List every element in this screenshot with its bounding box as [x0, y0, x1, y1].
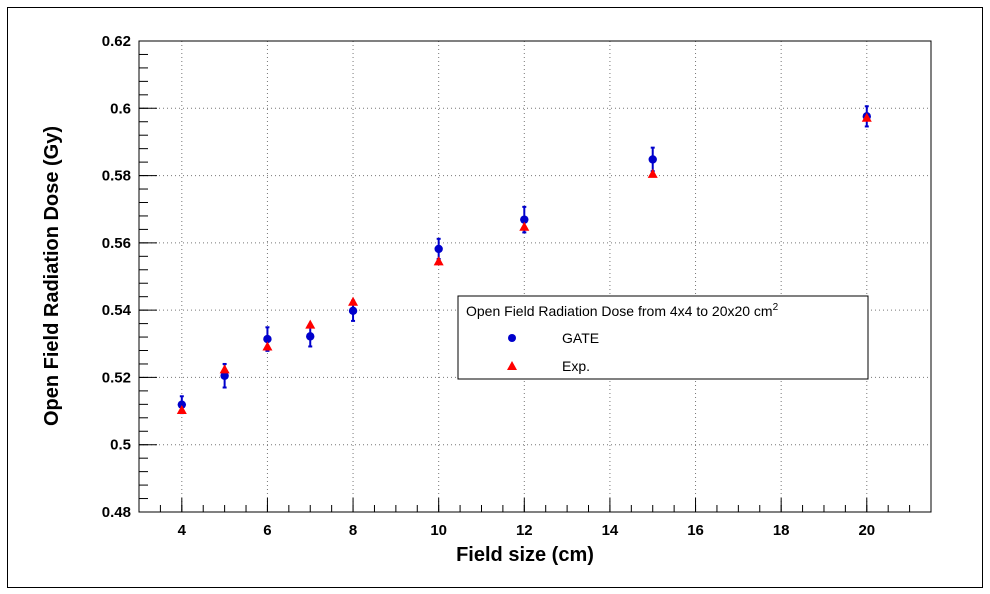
exp-point	[647, 168, 658, 178]
exp-point	[348, 296, 359, 306]
legend-title-main: Open Field Radiation Dose from 4x4 to 20…	[466, 303, 773, 319]
x-axis-label: Field size (cm)	[456, 544, 594, 566]
legend-title-sup: 2	[773, 302, 779, 313]
x-tick-label: 18	[773, 522, 790, 539]
x-tick-label: 16	[687, 522, 704, 539]
x-tick-label: 14	[602, 522, 619, 539]
legend-marker-gate	[508, 334, 516, 342]
legend: Open Field Radiation Dose from 4x4 to 20…	[457, 295, 869, 380]
series-layer	[176, 105, 872, 415]
exp-point	[262, 341, 273, 351]
legend-label-exp: Exp.	[562, 358, 590, 374]
y-tick-label: 0.6	[110, 100, 131, 117]
plot-frame	[138, 40, 932, 513]
exp-point	[433, 256, 444, 266]
x-tick-label: 6	[263, 522, 271, 539]
gate-point	[177, 400, 187, 409]
y-tick-label: 0.54	[102, 302, 132, 319]
x-tick-label: 10	[430, 522, 447, 539]
gate-point	[434, 244, 443, 254]
gate-point	[520, 215, 529, 224]
legend-label-gate: GATE	[562, 330, 599, 346]
gate-point	[220, 371, 229, 380]
x-tick-label: 4	[178, 522, 187, 539]
y-tick-label: 0.58	[102, 168, 131, 185]
y-tick-label: 0.48	[102, 504, 131, 521]
exp-point	[176, 405, 187, 415]
gate-point	[263, 334, 272, 344]
legend-marker-exp	[507, 361, 517, 370]
y-tick-label: 0.52	[102, 369, 131, 386]
gate-point	[348, 306, 358, 316]
y-tick-label: 0.5	[110, 437, 131, 454]
gate-point	[306, 332, 315, 341]
legend-box	[457, 295, 869, 380]
x-tick-label: 8	[349, 522, 357, 539]
exp-point	[519, 221, 530, 231]
exp-point	[861, 112, 872, 122]
axes-layer: 0.48 0.5 0.52 0.54 0.56 0.58 0.6 0.62 4 6 8 10 12 14 1…	[102, 33, 932, 539]
legend-title: Open Field Radiation Dose from 4x4 to 20…	[466, 302, 779, 319]
x-tick-label: 20	[858, 522, 875, 539]
grid-layer	[139, 41, 931, 512]
exp-point	[305, 319, 316, 329]
gate-point	[648, 155, 657, 164]
x-tick-label: 12	[516, 522, 533, 539]
exp-point	[219, 364, 230, 374]
y-axis-label: Open Field Radiation Dose (Gy)	[41, 126, 63, 426]
y-tick-label: 0.62	[102, 33, 131, 50]
y-tick-label: 0.56	[102, 235, 131, 252]
